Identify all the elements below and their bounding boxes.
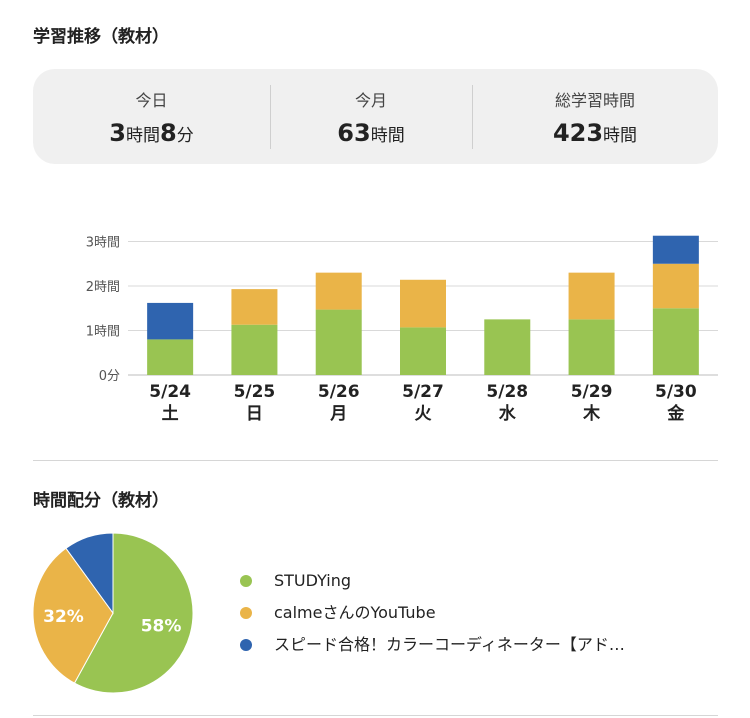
stat-number: 423 [552,118,604,147]
x-tick-label: 5/28 [486,382,528,402]
bar-segment [315,272,362,310]
x-tick-weekday: 火 [415,404,433,424]
bar-segment [568,319,615,375]
bar-segment [147,339,194,375]
stat-unit: 分 [176,125,194,146]
x-tick-weekday: 木 [582,403,601,424]
legend-dot [240,639,252,651]
section-divider [33,460,718,461]
bar-segment [652,235,699,264]
x-tick-weekday: 土 [162,403,179,424]
bar-segment [147,302,194,340]
bar-segment [652,308,699,375]
pie-slice [65,532,114,615]
stat-divider [472,85,473,149]
y-tick-label: 2時間 [86,280,120,295]
stat-total: 総学習時間 423時間 [472,69,718,164]
legend-dot [240,575,252,587]
x-tick-weekday: 日 [246,404,263,424]
x-tick-label: 5/25 [234,382,276,402]
stat-number: 63 [337,118,371,147]
pie-slice-label: 32% [43,607,84,627]
stat-number: 8 [160,118,177,147]
stat-unit: 時間 [603,125,638,146]
stat-value: 3時間8分 [109,119,193,147]
legend-dot [240,607,252,619]
legend-label: STUDYing [274,571,352,590]
bar-segment [652,263,699,309]
x-tick-label: 5/29 [571,382,613,402]
daily-stacked-bar-chart: 0分 1時間 2時間 3時間 5/24土 5/25日 5/26月 5/27火 5/28水 5/29… [86,235,718,424]
pie-slice-label: 58% [141,616,182,636]
bar-segment [400,327,446,375]
y-tick-label: 1時間 [86,325,120,340]
stat-label: 総学習時間 [554,90,635,110]
x-tick-weekday: 水 [499,403,517,424]
pie-legend: STUDYing calmeさんのYouTube スピード合格！カラーコーディネ… [240,565,625,661]
bar-segment [231,324,278,375]
section-title-progress: 学習推移（教材） [33,27,169,47]
bar-segment [231,289,278,325]
bar-segment [400,279,446,328]
legend-item[interactable]: calmeさんのYouTube [240,597,625,629]
stat-today: 今日 3時間8分 [33,69,270,164]
stat-divider [270,85,271,149]
stat-number: 3 [109,118,126,147]
x-tick-label: 5/26 [318,382,360,402]
bar-segment [484,319,531,375]
x-tick-label: 5/30 [655,382,697,402]
material-pie-chart: 58% 32% [32,532,194,694]
stat-value: 63時間 [337,119,404,147]
pie-slice [32,547,114,684]
bar-segment [315,309,362,375]
x-tick-weekday: 月 [329,404,347,424]
pie-slice [73,532,194,694]
section-divider [33,715,718,716]
legend-item[interactable]: スピード合格！カラーコーディネーター【アド… [240,629,625,661]
stat-value: 423時間 [553,119,637,147]
x-tick-label: 5/27 [402,382,444,402]
legend-item[interactable]: STUDYing [240,565,625,597]
stat-label: 今月 [354,90,387,110]
y-tick-label: 0分 [99,369,120,384]
stat-month: 今月 63時間 [270,69,472,164]
legend-label: calmeさんのYouTube [274,603,436,622]
legend-label: スピード合格！カラーコーディネーター【アド… [274,635,625,654]
stat-label: 今日 [135,90,168,110]
x-tick-label: 5/24 [149,382,191,402]
summary-card: 今日 3時間8分 今月 63時間 総学習時間 423時間 [33,69,718,164]
y-tick-label: 3時間 [86,236,120,251]
bar-segment [568,272,615,320]
x-tick-weekday: 金 [666,403,685,424]
section-title-distribution: 時間配分（教材） [33,491,169,511]
stat-unit: 時間 [126,125,160,146]
stat-unit: 時間 [370,125,405,146]
